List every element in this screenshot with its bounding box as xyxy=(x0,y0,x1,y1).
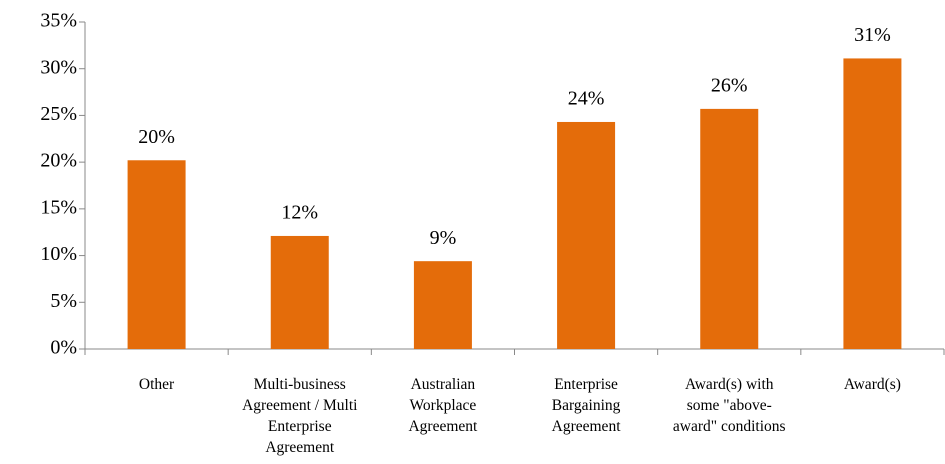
data-label: 24% xyxy=(568,88,605,110)
y-tick-label: 25% xyxy=(40,103,77,125)
bar xyxy=(127,160,186,349)
x-tick-label: Award(s) xyxy=(843,376,901,393)
bar xyxy=(700,108,759,349)
bar xyxy=(413,261,472,349)
data-label: 26% xyxy=(711,74,748,96)
data-label: 12% xyxy=(281,202,318,224)
bar xyxy=(270,235,329,349)
y-tick-label: 15% xyxy=(40,196,77,218)
y-tick-label: 5% xyxy=(50,290,77,312)
y-tick-label: 10% xyxy=(40,243,77,265)
bar xyxy=(557,121,616,350)
data-label: 31% xyxy=(854,24,891,46)
y-tick-label: 30% xyxy=(40,56,77,78)
x-tick-label: Multi-business Agreement / Multi Enterpr… xyxy=(242,376,358,456)
y-tick-label: 0% xyxy=(50,337,77,359)
data-label: 20% xyxy=(138,126,175,148)
x-tick-label: Enterprise Bargaining Agreement xyxy=(551,376,621,435)
bar xyxy=(843,58,902,350)
x-tick-label: Award(s) with some "above-award" conditi… xyxy=(672,376,786,435)
x-tick-label: Australian Workplace Agreement xyxy=(408,376,478,435)
y-tick-label: 20% xyxy=(40,150,77,172)
x-tick-label: Other xyxy=(138,376,175,393)
y-tick-label: 35% xyxy=(40,10,77,32)
data-label: 9% xyxy=(430,227,457,249)
